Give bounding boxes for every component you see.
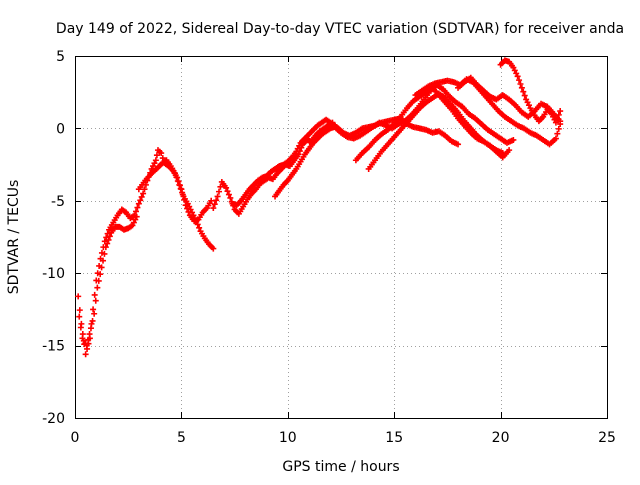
- data-point: [141, 186, 148, 193]
- data-point: [92, 297, 99, 304]
- data-point: [153, 152, 160, 159]
- data-point: [217, 183, 224, 190]
- data-point: [521, 92, 528, 99]
- data-point: [158, 150, 165, 157]
- data-point: [101, 250, 108, 257]
- data-point: [555, 125, 562, 132]
- y-tick-label: -10: [42, 266, 65, 282]
- x-tick-label: 20: [492, 430, 510, 446]
- data-point: [76, 313, 83, 320]
- data-point: [94, 284, 101, 291]
- data-point: [211, 201, 218, 208]
- data-point: [91, 291, 98, 298]
- data-point: [225, 191, 232, 198]
- x-tick-label: 10: [279, 430, 297, 446]
- data-point: [555, 111, 562, 118]
- data-point: [98, 264, 105, 271]
- y-ticks: -20 -15 -10 -5 0 5: [42, 49, 607, 427]
- data-point: [214, 193, 221, 200]
- y-tick-label: 5: [56, 49, 65, 65]
- y-tick-label: 0: [56, 121, 65, 137]
- data-point: [210, 245, 217, 252]
- x-tick-label: 15: [385, 430, 403, 446]
- data-point: [506, 147, 513, 154]
- data-point: [75, 293, 82, 300]
- series-track-2: [76, 213, 140, 349]
- data-point: [86, 331, 93, 338]
- series-track-5: [229, 115, 462, 209]
- data-point: [152, 157, 159, 164]
- data-point: [89, 317, 96, 324]
- data-point: [85, 336, 92, 343]
- data-point: [520, 88, 527, 95]
- x-tick-label: 0: [71, 430, 80, 446]
- data-point: [179, 189, 186, 196]
- grid: [75, 56, 607, 418]
- data-point: [106, 233, 113, 240]
- data-point: [554, 130, 561, 137]
- data-point: [76, 307, 83, 314]
- data-point: [518, 84, 525, 91]
- data-point: [95, 277, 102, 284]
- data-point: [82, 351, 89, 358]
- data-point: [213, 197, 220, 204]
- series-track-3: [135, 157, 217, 252]
- data-point: [137, 197, 144, 204]
- data-point: [223, 184, 230, 191]
- data-point: [133, 208, 140, 215]
- data-point: [100, 257, 107, 264]
- data-point: [133, 213, 140, 220]
- data-point: [174, 178, 181, 185]
- data-point: [83, 342, 90, 349]
- data-point: [97, 271, 104, 278]
- series-track-8: [365, 90, 513, 172]
- data-marks: [75, 57, 564, 358]
- data-point: [196, 224, 203, 231]
- x-ticks: 0 5 10 15 20 25: [71, 56, 616, 446]
- data-point: [510, 136, 517, 143]
- y-tick-label: -20: [42, 411, 65, 427]
- data-point: [102, 244, 109, 251]
- y-axis-label: SDTVAR / TECUs: [6, 180, 22, 295]
- data-point: [557, 108, 564, 115]
- data-point: [516, 77, 523, 84]
- data-point: [135, 200, 142, 207]
- data-point: [210, 205, 217, 212]
- data-point: [140, 190, 147, 197]
- plot-frame: [75, 56, 608, 419]
- data-point: [105, 236, 112, 243]
- series-track-11: [497, 57, 564, 126]
- y-tick-label: -15: [42, 339, 65, 355]
- data-point: [552, 135, 559, 142]
- y-tick-label: -5: [51, 194, 65, 210]
- x-tick-label: 5: [177, 430, 186, 446]
- data-point: [77, 324, 84, 331]
- data-point: [552, 119, 559, 126]
- data-point: [104, 240, 111, 247]
- data-point: [90, 306, 97, 313]
- data-point: [176, 181, 183, 188]
- data-point: [172, 170, 179, 177]
- data-point: [227, 194, 234, 201]
- data-point: [87, 325, 94, 332]
- data-point: [194, 221, 201, 228]
- data-point: [159, 155, 166, 162]
- data-point: [134, 204, 141, 211]
- data-point: [193, 218, 200, 225]
- data-point: [455, 141, 462, 148]
- data-point: [91, 310, 98, 317]
- x-axis-label: GPS time / hours: [282, 459, 399, 475]
- data-point: [517, 80, 524, 87]
- data-point: [177, 185, 184, 192]
- x-tick-label: 25: [598, 430, 616, 446]
- data-point: [173, 174, 180, 181]
- data-point: [514, 73, 521, 80]
- data-point: [224, 188, 231, 195]
- data-point: [215, 188, 222, 195]
- chart-title: Day 149 of 2022, Sidereal Day-to-day VTE…: [56, 21, 624, 37]
- data-point: [554, 115, 561, 122]
- data-point: [138, 193, 145, 200]
